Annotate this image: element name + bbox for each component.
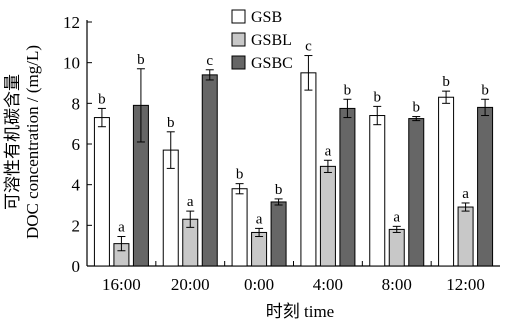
- legend: GSB GSBL GSBC: [231, 9, 293, 72]
- significance-label: b: [236, 167, 244, 183]
- bar-gsbl: [388, 228, 405, 267]
- x-tick-label: 20:00: [171, 275, 210, 294]
- legend-label: GSB: [251, 9, 282, 26]
- bar-gsbc: [270, 201, 287, 267]
- significance-label: a: [187, 194, 194, 210]
- significance-label: b: [98, 91, 106, 107]
- bar-gsb: [438, 96, 455, 267]
- legend-swatch-gsb: [231, 9, 246, 24]
- legend-label: GSBC: [251, 55, 293, 72]
- significance-label: b: [137, 52, 145, 68]
- significance-label: c: [305, 39, 312, 55]
- significance-label: a: [118, 220, 125, 236]
- legend-swatch-gsbl: [231, 32, 246, 47]
- significance-label: a: [325, 143, 332, 159]
- y-axis-title: 可溶性有机碳含量 DOC concentration / (mg/L): [3, 45, 42, 239]
- bar-gsb: [93, 117, 110, 267]
- y-tick-label: 6: [72, 135, 81, 154]
- bar-gsbl: [319, 165, 336, 267]
- y-axis-title-en: DOC concentration / (mg/L): [23, 45, 42, 239]
- y-tick-label: 0: [72, 257, 81, 276]
- y-tick-label: 12: [63, 13, 80, 32]
- x-tick-label: 12:00: [446, 275, 485, 294]
- x-axis-title: 时刻 time: [266, 302, 334, 321]
- bar-gsbl: [457, 206, 474, 267]
- plot-area: 02468101216:00bab20:00bac0:00bab4:00cab8…: [63, 13, 500, 294]
- significance-label: b: [481, 82, 489, 98]
- bar-gsb: [300, 72, 317, 267]
- x-tick-label: 0:00: [244, 275, 274, 294]
- legend-label: GSBL: [251, 32, 292, 49]
- y-tick-label: 10: [63, 54, 80, 73]
- bar-gsbc: [201, 74, 218, 267]
- significance-label: b: [413, 100, 421, 116]
- bar-gsb: [231, 188, 248, 267]
- y-tick-label: 4: [72, 176, 81, 195]
- y-tick-label: 2: [72, 216, 81, 235]
- significance-label: b: [374, 89, 382, 105]
- x-tick-label: 16:00: [102, 275, 141, 294]
- significance-label: b: [442, 74, 450, 90]
- significance-label: a: [256, 211, 263, 227]
- bar-gsbc: [477, 106, 494, 267]
- significance-label: a: [393, 209, 400, 225]
- bar-gsbc: [339, 107, 356, 267]
- bar-gsbl: [251, 231, 268, 267]
- y-axis-title-cn: 可溶性有机碳含量: [3, 74, 22, 210]
- significance-label: a: [462, 186, 469, 202]
- x-tick-label: 4:00: [313, 275, 343, 294]
- bar-gsbc: [408, 118, 425, 267]
- significance-label: b: [167, 115, 175, 131]
- significance-label: b: [344, 82, 352, 98]
- significance-label: b: [275, 182, 283, 198]
- significance-label: c: [206, 53, 213, 69]
- y-tick-label: 8: [72, 94, 81, 113]
- x-tick-label: 8:00: [382, 275, 412, 294]
- legend-swatch-gsbc: [231, 55, 246, 70]
- bar-gsb: [369, 115, 386, 267]
